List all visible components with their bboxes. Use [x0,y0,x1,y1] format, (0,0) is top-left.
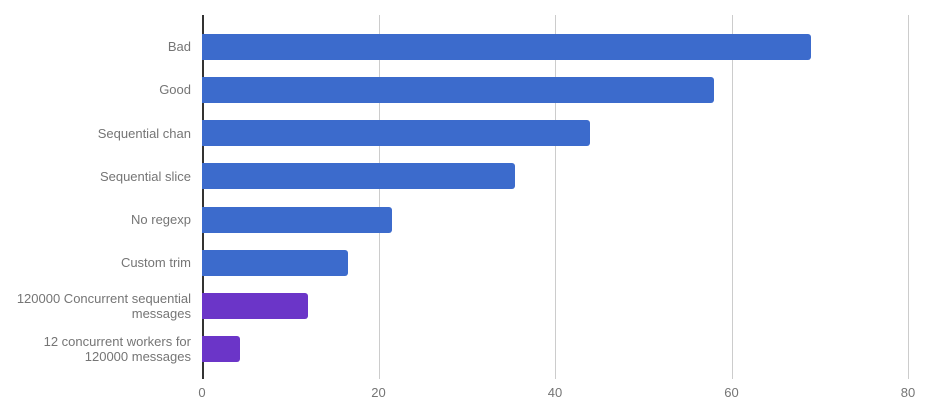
category-label: Bad [167,39,191,55]
bar-custom-trim[interactable] [202,249,348,276]
bar-bad[interactable] [202,33,811,60]
gridline-x-80 [908,15,909,379]
bar-120000-concurrent-sequential-messages[interactable] [202,293,308,320]
bar-rows-container: Bad Good Sequential chan Sequential slice No… [0,25,908,371]
bar-track [202,328,908,371]
bar-track [202,241,908,284]
bar-row: Good [0,68,908,111]
bar-no-regexp[interactable] [202,206,392,233]
bar-row: Sequential chan [0,112,908,155]
bar-12-concurrent-workers-for-120000-messages[interactable] [202,336,240,363]
bar-track [202,155,908,198]
x-tick-label-40: 40 [547,385,563,400]
bar-sequential-chan[interactable] [202,120,591,147]
category-label: 120000 Concurrent sequential messages [16,291,191,322]
category-label: 12 concurrent workers for 120000 message… [43,334,191,365]
x-tick-label-80: 80 [900,385,916,400]
bar-row: 12 concurrent workers for 120000 message… [0,328,908,371]
bar-track [202,198,908,241]
bar-row: Bad [0,25,908,68]
bar-good[interactable] [202,76,714,103]
x-tick-label-60: 60 [724,385,739,400]
category-label: Custom trim [120,255,191,271]
x-tick-label-20: 20 [371,385,386,400]
bar-track [202,25,908,68]
bar-row: Custom trim [0,241,908,284]
bar-row: Sequential slice [0,155,908,198]
gridline-x-20 [378,15,380,379]
bar-track [202,68,908,111]
y-axis-line [202,15,204,379]
x-axis-tick-labels: 0 20 40 60 80 [198,385,915,401]
category-label: No regexp [131,212,191,228]
category-label: Good [159,82,191,98]
bar-row: No regexp [0,198,908,241]
bar-track [202,112,908,155]
x-tick-label-0: 0 [198,385,206,400]
category-label: Sequential slice [99,168,191,184]
bar-track [202,285,908,328]
bar-sequential-slice[interactable] [202,163,516,190]
gridline-x-40 [555,15,556,379]
gridline-x-60 [731,15,733,379]
bar-row: 120000 Concurrent sequential messages [0,285,908,328]
category-label: Sequential chan [97,125,191,141]
